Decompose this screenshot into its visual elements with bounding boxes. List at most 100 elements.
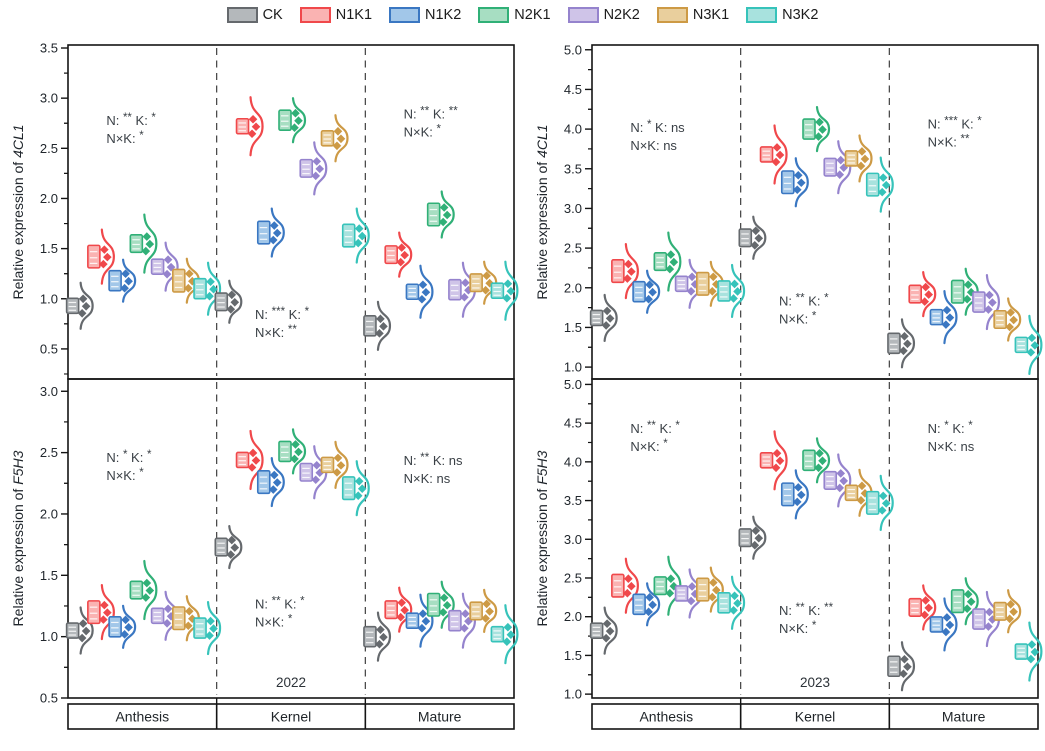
data-point-diamond	[729, 294, 738, 303]
data-point-diamond	[733, 598, 742, 608]
data-point-diamond	[248, 114, 258, 124]
data-point-diamond	[836, 155, 846, 165]
data-point-diamond	[962, 604, 972, 614]
box	[426, 592, 441, 617]
box	[65, 622, 80, 639]
legend-label: CK	[262, 6, 283, 23]
stage-label: Mature	[942, 709, 986, 725]
data-point-diamond	[312, 157, 322, 166]
violin-group-N2K1	[426, 190, 455, 239]
data-point-diamond	[1005, 614, 1014, 624]
violin-group-N3K1	[844, 134, 873, 183]
data-point-diamond	[336, 134, 346, 144]
data-point-diamond	[687, 272, 697, 282]
data-point-diamond	[754, 533, 764, 543]
data-point-diamond	[120, 283, 129, 293]
box	[341, 223, 356, 248]
box	[320, 456, 335, 474]
data-point-diamond	[145, 239, 155, 249]
data-point-diamond	[485, 607, 494, 616]
stage-label: Anthesis	[115, 709, 169, 725]
y-axis-title: Relative expression of F5H3	[534, 450, 550, 626]
y-axis-tick-label: 1.5	[40, 241, 58, 256]
violin-group-CK	[589, 293, 618, 343]
violin-group-N3K2	[717, 575, 746, 630]
y-axis-tick-label: 3.0	[40, 384, 58, 399]
violin-group-N2K1	[950, 577, 979, 626]
data-point-diamond	[354, 476, 364, 486]
violin-group-N1K1	[908, 584, 937, 631]
data-point-diamond	[439, 593, 449, 603]
violin-curve	[815, 105, 831, 153]
data-point-diamond	[877, 506, 887, 515]
data-point-diamond	[856, 161, 866, 171]
data-point-diamond	[205, 291, 214, 301]
data-point-diamond	[100, 245, 109, 254]
violin-group-N2K2	[299, 141, 328, 196]
violin-group-CK	[363, 300, 392, 351]
anova-annotation: N: *** K: *	[255, 306, 310, 322]
box	[490, 282, 505, 300]
data-point-diamond	[750, 540, 760, 550]
box	[278, 440, 292, 463]
y-axis-tick-label: 2.0	[40, 506, 58, 521]
violin-curve	[100, 228, 115, 285]
violin-group-N3K2	[193, 261, 222, 316]
box	[214, 292, 229, 312]
violin-curve	[624, 243, 639, 300]
stage-label: Kernel	[271, 709, 311, 725]
data-point-diamond	[1026, 654, 1036, 664]
violin-group-N2K1	[129, 213, 158, 274]
data-point-diamond	[1026, 348, 1036, 357]
y-axis-title: Relative expression of 4CL1	[534, 124, 550, 299]
data-point-diamond	[1009, 315, 1018, 325]
violin-group-N1K1	[611, 243, 639, 300]
data-point-diamond	[482, 271, 491, 281]
y-axis-tick-label: 1.0	[564, 360, 582, 375]
y-axis-title: Relative expression of 4CL1	[10, 124, 26, 299]
violin-curve	[752, 515, 767, 560]
anova-annotation: N×K: ns	[630, 138, 677, 153]
box	[256, 220, 271, 245]
data-point-diamond	[921, 596, 930, 605]
data-point-diamond	[336, 461, 346, 470]
violin-curve	[1007, 589, 1022, 634]
data-point-diamond	[506, 286, 516, 296]
data-point-diamond	[145, 586, 155, 595]
violin-group-CK	[65, 606, 94, 655]
data-point-diamond	[442, 600, 452, 610]
anova-annotation: N×K: *	[404, 123, 442, 139]
data-point-diamond	[290, 123, 299, 133]
box	[887, 332, 901, 355]
box	[759, 451, 774, 469]
box	[823, 157, 838, 177]
legend-label: N2K2	[603, 6, 640, 23]
data-point-diamond	[442, 210, 452, 220]
violin-curve	[1028, 314, 1043, 375]
data-point-diamond	[272, 478, 282, 487]
violin-curve	[709, 566, 724, 613]
data-point-diamond	[379, 322, 388, 331]
violin-group-N2K1	[653, 231, 682, 292]
legend-item-N1K2: N1K2	[389, 7, 461, 23]
data-point-diamond	[708, 286, 717, 296]
violin-group-N3K2	[865, 474, 894, 531]
data-point-diamond	[1005, 322, 1014, 332]
data-point-diamond	[421, 616, 431, 626]
box	[674, 275, 689, 293]
data-point-diamond	[77, 308, 87, 318]
box	[950, 279, 965, 304]
violin-group-N1K2	[256, 207, 285, 258]
data-point-diamond	[438, 607, 448, 617]
data-point-diamond	[397, 598, 406, 607]
data-point-diamond	[121, 269, 130, 279]
box	[802, 449, 816, 472]
data-point-diamond	[485, 278, 494, 288]
violin-curve	[900, 318, 916, 369]
stage-label-row	[591, 703, 1039, 730]
data-point-diamond	[814, 463, 823, 473]
data-point-diamond	[666, 250, 676, 259]
data-point-diamond	[686, 596, 696, 606]
violin-curve	[206, 261, 222, 316]
